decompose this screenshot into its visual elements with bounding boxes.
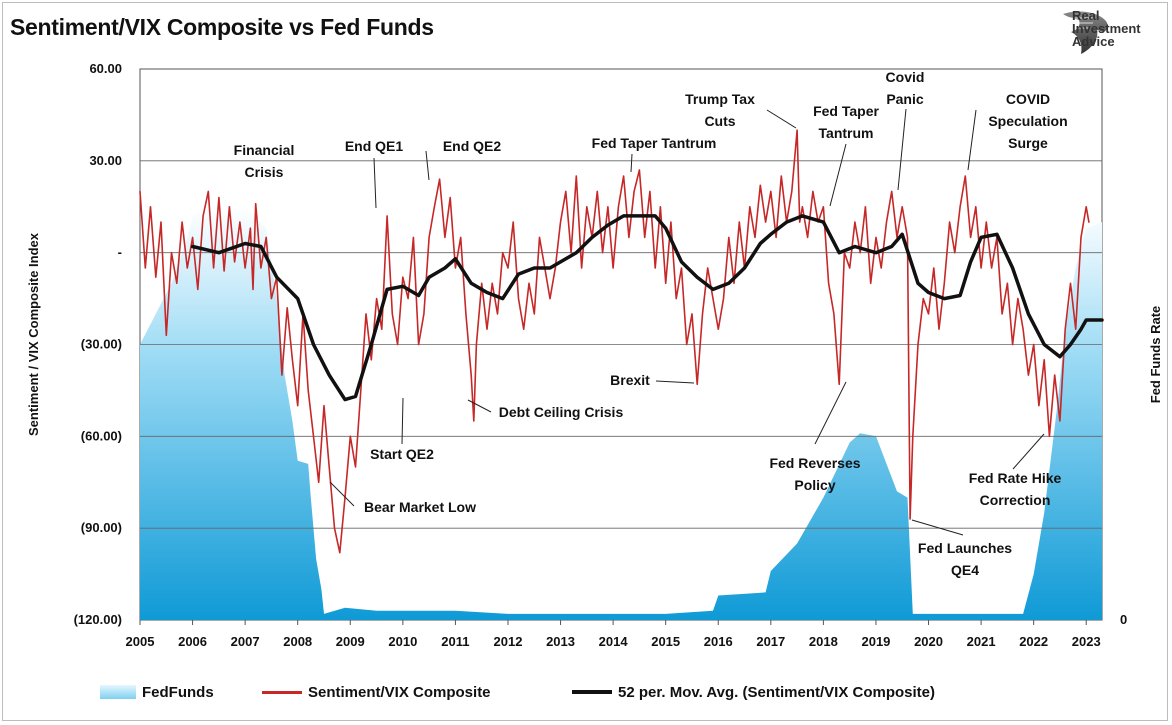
annotation-label: QE4 xyxy=(951,562,979,578)
x-tick-label: 2007 xyxy=(231,634,260,649)
annotation-label: Brexit xyxy=(610,372,650,388)
chart-title: Sentiment/VIX Composite vs Fed Funds xyxy=(10,14,434,40)
y2-tick-label: 0 xyxy=(1120,612,1127,627)
legend-item-fedfunds: FedFunds xyxy=(100,681,214,703)
annotation-label: COVID xyxy=(1006,91,1050,107)
x-tick-label: 2009 xyxy=(336,634,365,649)
x-tick-label: 2019 xyxy=(861,634,890,649)
annotation-label: Fed Taper Tantrum xyxy=(592,135,717,151)
annotation-label: Policy xyxy=(794,477,835,493)
x-tick-label: 2012 xyxy=(494,634,523,649)
x-tick-label: 2023 xyxy=(1072,634,1101,649)
x-tick-label: 2020 xyxy=(914,634,943,649)
annotation-leader-line xyxy=(814,381,847,445)
legend-swatch-sentiment xyxy=(262,690,302,694)
annotation-leader-line xyxy=(401,397,404,445)
annotation-label: Panic xyxy=(886,91,924,107)
x-tick-label: 2016 xyxy=(704,634,733,649)
y-tick-label: 60.00 xyxy=(89,61,122,76)
y-axis-title: Sentiment / VIX Composite Index xyxy=(26,232,41,436)
annotation-label: Debt Ceiling Crisis xyxy=(499,404,624,420)
annotation-label: Speculation xyxy=(988,113,1067,129)
legend-item-sentiment: Sentiment/VIX Composite xyxy=(262,681,491,703)
annotation-leader-line xyxy=(967,109,977,171)
series-line-sentiment-vix xyxy=(139,129,1090,554)
annotation-leader-line xyxy=(655,380,695,384)
annotation-label: End QE2 xyxy=(443,138,502,154)
annotation-label: Tantrum xyxy=(819,125,874,141)
x-tick-label: 2014 xyxy=(599,634,629,649)
annotation-label: Trump Tax xyxy=(685,91,755,107)
annotation-label: Start QE2 xyxy=(370,446,434,462)
x-tick-label: 2011 xyxy=(441,634,469,649)
logo-line3: Advice xyxy=(1072,34,1115,49)
annotation-leader-line xyxy=(829,143,847,207)
eagle-head-icon xyxy=(1063,11,1108,54)
x-tick-label: 2015 xyxy=(651,634,680,649)
y-tick-label: (60.00) xyxy=(81,428,122,443)
logo-text: Real Investment Advice xyxy=(1072,9,1141,48)
annotation-leader-line xyxy=(329,481,355,507)
y-tick-label: (120.00) xyxy=(74,612,122,627)
annotation-label: Surge xyxy=(1008,135,1048,151)
annotation-label: Financial xyxy=(234,142,295,158)
annotation-label: Fed Rate Hike xyxy=(969,470,1062,486)
y-tick-label: 30.00 xyxy=(89,153,122,168)
series-area-fedfunds xyxy=(140,206,1102,621)
legend-item-moving-average: 52 per. Mov. Avg. (Sentiment/VIX Composi… xyxy=(572,681,935,703)
x-tick-label: 2017 xyxy=(756,634,785,649)
annotation-leader-line xyxy=(630,153,633,173)
annotation-leader-line xyxy=(911,519,964,536)
annotation-label: Crisis xyxy=(245,164,284,180)
annotation-leader-line xyxy=(467,399,492,413)
annotation-label: Cuts xyxy=(704,113,735,129)
x-tick-label: 2022 xyxy=(1019,634,1048,649)
x-tick-label: 2018 xyxy=(809,634,838,649)
x-tick-label: 2013 xyxy=(546,634,575,649)
legend-swatch-fedfunds xyxy=(100,685,136,699)
annotation-label: Fed Taper xyxy=(813,103,879,119)
x-tick-label: 2021 xyxy=(967,634,996,649)
y2-axis-title: Fed Funds Rate xyxy=(1148,306,1163,404)
annotation-label: Fed Reverses xyxy=(769,455,860,471)
annotation-label: End QE1 xyxy=(345,138,404,154)
x-tick-label: 2008 xyxy=(283,634,312,649)
legend-label-sentiment: Sentiment/VIX Composite xyxy=(308,683,491,701)
logo-line2: Investment xyxy=(1072,21,1141,36)
y-tick-label: (90.00) xyxy=(81,520,122,535)
annotation-leader-line xyxy=(1012,433,1045,470)
logo-line1: Real xyxy=(1072,8,1100,23)
x-tick-label: 2006 xyxy=(178,634,207,649)
legend-label-moving-average: 52 per. Mov. Avg. (Sentiment/VIX Composi… xyxy=(618,683,935,701)
x-tick-label: 2005 xyxy=(126,634,155,649)
y-tick-label: - xyxy=(118,245,122,260)
series-line-moving-average xyxy=(190,214,1104,402)
y-tick-label: (30.00) xyxy=(81,337,122,352)
legend-label-fedfunds: FedFunds xyxy=(142,683,214,701)
chart-svg: 60.00 30.00 - (30.00) (60.00) (90.00) (120.00)… xyxy=(26,61,1163,649)
annotation-leader-line xyxy=(373,157,377,209)
legend-swatch-moving-average xyxy=(572,690,612,694)
annotation-leader-line xyxy=(897,108,907,191)
annotation-leader-line xyxy=(425,150,430,181)
x-tick-label: 2010 xyxy=(388,634,417,649)
legend: FedFunds Sentiment/VIX Composite 52 per.… xyxy=(0,681,1172,703)
annotation-label: Bear Market Low xyxy=(364,499,476,515)
annotation-label: Correction xyxy=(980,492,1051,508)
annotation-label: Fed Launches xyxy=(918,540,1012,556)
annotation-label: Covid xyxy=(886,69,925,85)
annotation-leader-line xyxy=(766,109,797,129)
